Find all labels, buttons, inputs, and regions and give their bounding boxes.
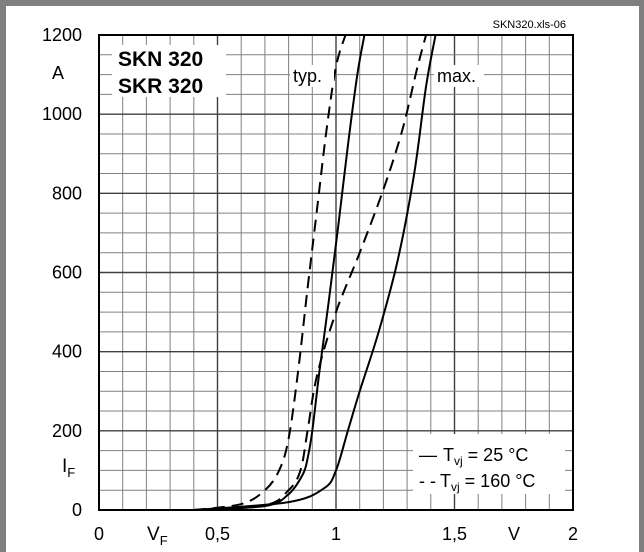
y-tick-label: 1200 bbox=[42, 25, 82, 45]
title-line-1: SKN 320 bbox=[118, 48, 203, 71]
y-tick-label: 400 bbox=[52, 342, 82, 362]
x-tick-label: 0 bbox=[94, 524, 104, 544]
plot-border bbox=[98, 34, 574, 511]
series-line-3 bbox=[193, 34, 428, 511]
legend-box bbox=[413, 434, 565, 494]
axes: 0 0,5 1 1,5 2 0 200 400 600 800 1000 1200 bbox=[42, 25, 578, 544]
title-line-2: SKR 320 bbox=[118, 75, 203, 98]
max-label-bg bbox=[434, 65, 484, 87]
series-line-2 bbox=[193, 34, 366, 511]
y-tick-label: 200 bbox=[52, 421, 82, 441]
y-tick-label: 1000 bbox=[42, 104, 82, 124]
y-tick-label: 600 bbox=[52, 263, 82, 283]
x-tick-label: 2 bbox=[568, 524, 578, 544]
series-line-1 bbox=[193, 34, 347, 511]
series-line-4 bbox=[193, 34, 437, 511]
y-quantity-label: IF bbox=[62, 456, 75, 480]
x-tick-label: 0,5 bbox=[205, 524, 230, 544]
y-unit-label: A bbox=[52, 63, 64, 83]
y-tick-label: 0 bbox=[72, 500, 82, 520]
typ-label-bg bbox=[290, 65, 334, 87]
annotation-max: max. bbox=[437, 66, 476, 86]
x-tick-label: 1,5 bbox=[442, 524, 467, 544]
x-unit-label: V bbox=[508, 524, 520, 544]
y-tick-label: 800 bbox=[52, 183, 82, 203]
title-box-bg bbox=[112, 45, 226, 97]
file-tag: SKN320.xls-06 bbox=[493, 19, 566, 31]
legend-entry-160c: - - Tvj = 160 °C bbox=[419, 471, 535, 494]
x-quantity-label: VF bbox=[147, 524, 168, 548]
x-tick-label: 1 bbox=[331, 524, 341, 544]
legend: — Tvj = 25 °C - - Tvj = 160 °C bbox=[413, 434, 565, 494]
curves bbox=[193, 34, 437, 511]
annotation-typ: typ. bbox=[293, 66, 322, 86]
legend-entry-25c: — Tvj = 25 °C bbox=[419, 445, 528, 468]
